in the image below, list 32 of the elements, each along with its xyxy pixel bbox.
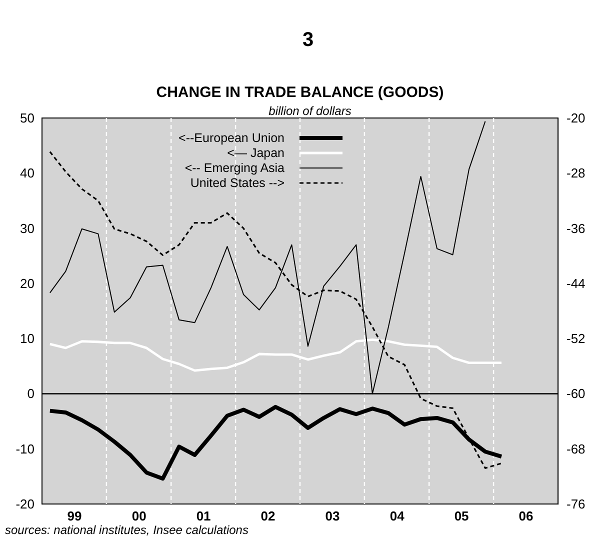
legend-label: United States --> bbox=[190, 176, 285, 190]
x-tick-label: 02 bbox=[260, 508, 276, 524]
chart-subtitle: billion of dollars bbox=[268, 104, 352, 118]
chart-title: CHANGE IN TRADE BALANCE (GOODS) bbox=[156, 84, 444, 101]
source-note: sources: national institutes, Insee calculations bbox=[5, 523, 248, 536]
y-tick-label: -10 bbox=[16, 441, 34, 456]
y-tick-label: 10 bbox=[20, 331, 34, 346]
y2-tick-label: -36 bbox=[566, 220, 586, 236]
y2-tick-label: -60 bbox=[566, 386, 586, 402]
x-tick-label: 06 bbox=[518, 508, 534, 524]
text: 3 bbox=[302, 29, 314, 51]
x-tick-label: 03 bbox=[325, 508, 340, 524]
y2-tick-label: -76 bbox=[566, 496, 586, 512]
y-tick-label: 20 bbox=[20, 276, 34, 291]
y-tick-label: 40 bbox=[20, 166, 34, 181]
y-tick-label: 30 bbox=[20, 220, 34, 236]
x-tick-label: 05 bbox=[454, 508, 469, 524]
legend-label: <-- Emerging Asia bbox=[184, 161, 285, 175]
y2-tick-label: -68 bbox=[566, 441, 586, 456]
x-tick-label: 99 bbox=[67, 508, 82, 524]
y2-tick-label: -28 bbox=[566, 166, 586, 181]
legend-label: <— Japan bbox=[227, 146, 285, 160]
x-tick-label: 04 bbox=[390, 508, 406, 524]
x-tick-label: 00 bbox=[132, 508, 146, 524]
y-tick-label: 50 bbox=[20, 110, 34, 126]
x-tick-label: 01 bbox=[196, 508, 211, 524]
legend-label: <--European Union bbox=[178, 131, 285, 145]
y2-tick-label: -52 bbox=[566, 331, 586, 346]
y-tick-label: 0 bbox=[27, 386, 34, 402]
y-tick-label: -20 bbox=[16, 496, 34, 512]
y2-tick-label: -20 bbox=[566, 110, 586, 126]
y2-tick-label: -44 bbox=[566, 276, 586, 291]
